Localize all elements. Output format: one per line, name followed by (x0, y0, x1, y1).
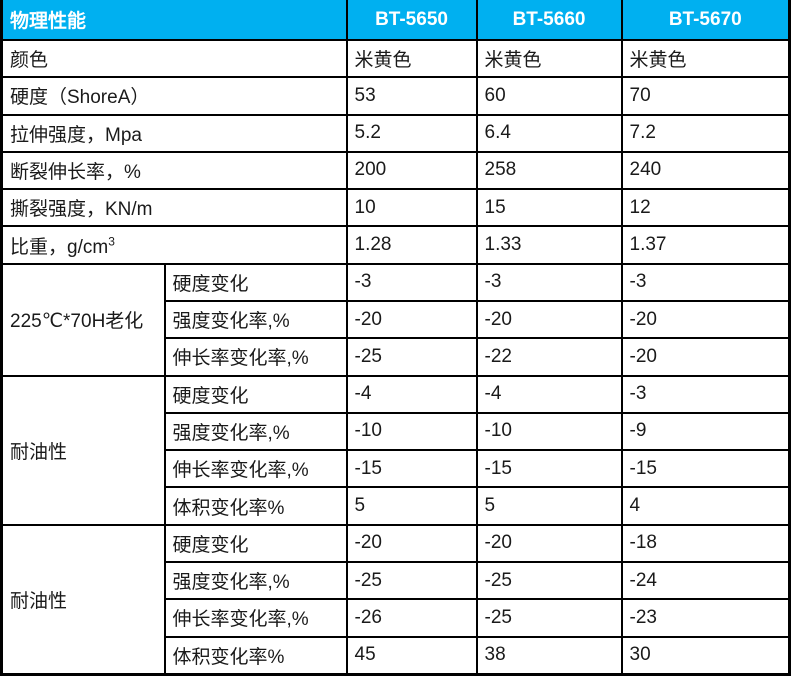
row-label: 比重，g/cm3 (0, 225, 348, 265)
cell-value: -4 (475, 374, 623, 414)
row-label-text: 比重，g/cm (10, 236, 109, 258)
cell-value: 15 (475, 188, 623, 228)
row-label: 断裂伸长率，% (0, 150, 348, 191)
table-row-oil2-strength: 强度变化率,% -25 -25 -24 (2, 560, 791, 601)
cell-value: 1.28 (345, 225, 478, 265)
table-row-specific-gravity: 比重，g/cm3 1.28 1.33 1.37 (0, 225, 791, 265)
cell-value: 5.2 (345, 113, 478, 153)
table-row-oil2-volume: 体积变化率% 45 38 30 (2, 635, 791, 676)
table-row-oil1-hardness: 耐油性 硬度变化 -4 -4 -3 (0, 374, 791, 526)
cell-value: 10 (345, 188, 478, 228)
cell-value: 30 (620, 635, 791, 676)
cell-value: 1.37 (620, 225, 791, 265)
cell-value: 4 (620, 486, 791, 526)
table-row-aging-strength: 强度变化率,% -20 -20 -20 (2, 299, 791, 340)
cell-value: -3 (620, 262, 791, 302)
cell-value: 米黄色 (345, 38, 478, 79)
cell-value: 45 (345, 635, 478, 676)
table-row-aging-elongation: 伸长率变化率,% -25 -22 -20 (2, 337, 791, 377)
cell-value: -24 (620, 560, 791, 601)
cell-value: 53 (345, 76, 478, 116)
cell-value: 200 (345, 150, 478, 191)
cell-value: -10 (345, 411, 478, 452)
cell-value: -15 (475, 449, 623, 489)
group-label-aging: 225℃*70H老化 (0, 262, 166, 377)
row-label: 撕裂强度，KN/m (0, 188, 348, 228)
cell-value: 60 (475, 76, 623, 116)
table-title: 物理性能 (0, 0, 348, 41)
cell-value: -25 (345, 560, 478, 601)
row-label: 颜色 (0, 38, 348, 79)
cell-value: 米黄色 (620, 38, 791, 79)
cell-value: -20 (345, 299, 478, 340)
cell-value: -3 (345, 262, 478, 302)
table-row-oil1-elongation: 伸长率变化率,% -15 -15 -15 (2, 449, 791, 489)
cell-value: -18 (620, 523, 791, 563)
row-label: 硬度（ShoreA） (0, 76, 348, 116)
sub-row-label: 强度变化率,% (163, 560, 348, 601)
cell-value: 米黄色 (475, 38, 623, 79)
table-row-color: 颜色 米黄色 米黄色 米黄色 (0, 38, 791, 79)
table-row-aging-hardness: 225℃*70H老化 硬度变化 -3 -3 -3 (0, 262, 791, 377)
cell-value: -15 (345, 449, 478, 489)
cell-value: -20 (620, 337, 791, 377)
cell-value: -23 (620, 598, 791, 638)
cell-value: 1.33 (475, 225, 623, 265)
sub-row-label: 体积变化率% (163, 635, 348, 676)
cell-value: -25 (345, 337, 478, 377)
cell-value: -9 (620, 411, 791, 452)
sub-row-label: 强度变化率,% (163, 299, 348, 340)
sub-row-label: 伸长率变化率,% (163, 337, 348, 377)
sub-row-label: 体积变化率% (163, 486, 348, 526)
table-row-hardness: 硬度（ShoreA） 53 60 70 (0, 76, 791, 116)
cell-value: -20 (475, 299, 623, 340)
cell-value: 5 (475, 486, 623, 526)
cell-value: 240 (620, 150, 791, 191)
cell-value: -4 (345, 374, 478, 414)
sub-row-label: 伸长率变化率,% (163, 598, 348, 638)
table-row-tensile-strength: 拉伸强度，Mpa 5.2 6.4 7.2 (0, 113, 791, 153)
sub-row-label: 伸长率变化率,% (163, 449, 348, 489)
column-header-bt5650: BT-5650 (345, 0, 478, 41)
sub-row-label: 硬度变化 (163, 523, 348, 563)
cell-value: -3 (475, 262, 623, 302)
cell-value: 5 (345, 486, 478, 526)
cell-value: -25 (475, 598, 623, 638)
row-label: 拉伸强度，Mpa (0, 113, 348, 153)
cell-value: -22 (475, 337, 623, 377)
cell-value: -10 (475, 411, 623, 452)
sub-row-label: 硬度变化 (163, 374, 348, 414)
cell-value: 7.2 (620, 113, 791, 153)
cell-value: -20 (345, 523, 478, 563)
cell-value: 70 (620, 76, 791, 116)
cell-value: -25 (475, 560, 623, 601)
table-row-oil1-volume: 体积变化率% 5 5 4 (2, 486, 791, 526)
cell-value: -26 (345, 598, 478, 638)
group-label-oil-resistance-1: 耐油性 (0, 374, 166, 526)
cell-value: 6.4 (475, 113, 623, 153)
cell-value: -15 (620, 449, 791, 489)
cell-value: -20 (475, 523, 623, 563)
table-row-tear-strength: 撕裂强度，KN/m 10 15 12 (0, 188, 791, 228)
cell-value: 258 (475, 150, 623, 191)
cell-value: -3 (620, 374, 791, 414)
cell-value: -20 (620, 299, 791, 340)
cell-value: 12 (620, 188, 791, 228)
column-header-bt5670: BT-5670 (620, 0, 791, 41)
column-header-bt5660: BT-5660 (475, 0, 623, 41)
table-row-elongation: 断裂伸长率，% 200 258 240 (0, 150, 791, 191)
table-header-row: 物理性能 BT-5650 BT-5660 BT-5670 (0, 0, 791, 41)
table-row-oil1-strength: 强度变化率,% -10 -10 -9 (2, 411, 791, 452)
superscript: 3 (108, 234, 115, 249)
sub-row-label: 强度变化率,% (163, 411, 348, 452)
group-label-oil-resistance-2: 耐油性 (0, 523, 166, 676)
table-row-oil2-elongation: 伸长率变化率,% -26 -25 -23 (2, 598, 791, 638)
sub-row-label: 硬度变化 (163, 262, 348, 302)
cell-value: 38 (475, 635, 623, 676)
table-row-oil2-hardness: 耐油性 硬度变化 -20 -20 -18 (0, 523, 791, 676)
